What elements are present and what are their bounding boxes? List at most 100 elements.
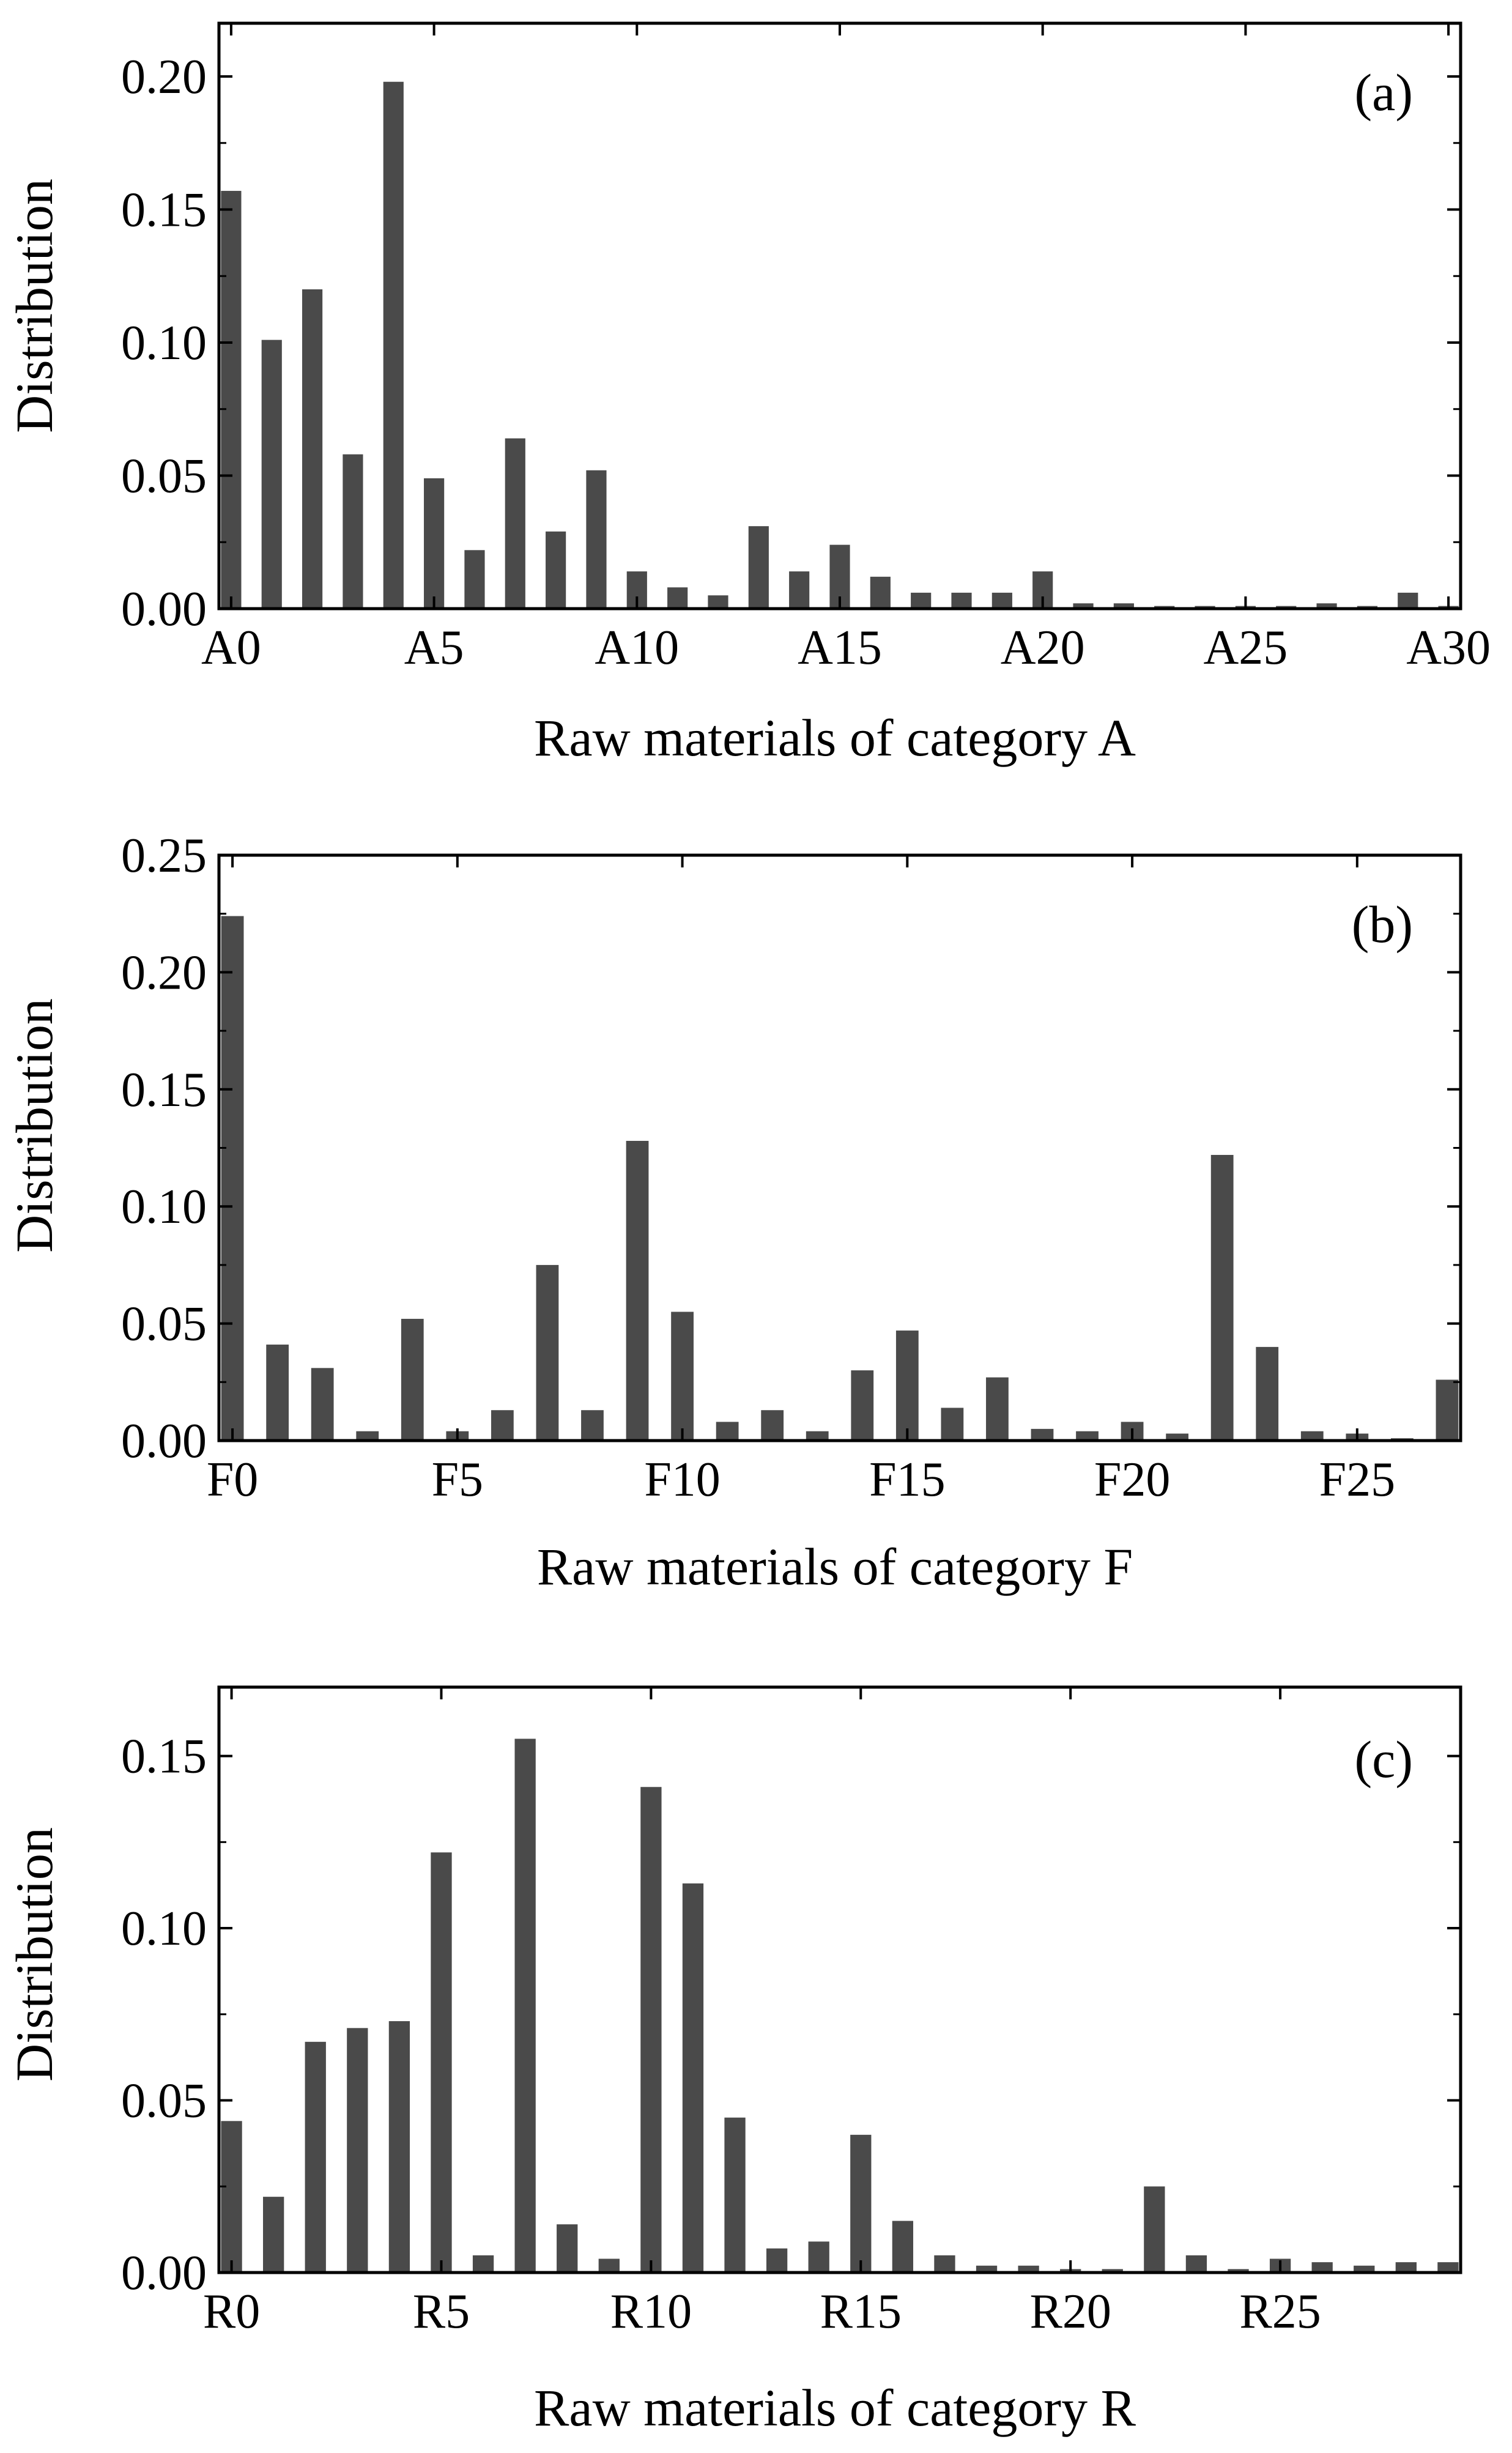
panel-c-bar-r11 — [682, 1883, 704, 2273]
panel-b-bar-f14 — [851, 1370, 874, 1441]
panel-b-xlabel: Raw materials of category F — [537, 1537, 1133, 1596]
panel-b-xtick-label: F25 — [1319, 1453, 1396, 1507]
panel-c-bar-r0 — [221, 2121, 242, 2273]
panel-b-frame — [217, 853, 1462, 1442]
panel-c-bar-r18 — [976, 2265, 998, 2273]
panel-b-xtick-label: F5 — [432, 1453, 484, 1507]
panel-b-xtick-label: F20 — [1094, 1453, 1171, 1507]
panel-a-bar-a18 — [951, 592, 972, 609]
panel-b-bar-f7 — [536, 1264, 559, 1441]
panel-c-ytick-label: 0.05 — [121, 2074, 207, 2128]
panel-b-xtick-label: F0 — [207, 1453, 259, 1507]
panel-a-xtick-label: A10 — [595, 621, 679, 675]
panel-c-bar-r2 — [305, 2041, 326, 2273]
panel-a-ytick-label: 0.15 — [121, 184, 207, 237]
panel-b-label: (b) — [1352, 895, 1413, 954]
panel-b-bar-f11 — [716, 1422, 739, 1441]
panel-b-ytick-label: 0.20 — [121, 946, 207, 1000]
panel-c-bar-r1 — [263, 2197, 284, 2273]
panel-a-frame — [217, 21, 1462, 610]
panel-a-bar-a2 — [302, 289, 323, 609]
panel-c-bar-r8 — [557, 2224, 578, 2273]
panel-c-ytick-label: 0.10 — [121, 1902, 207, 1956]
panel-b-bar-f9 — [626, 1141, 649, 1441]
panel-a-bar-a6 — [464, 550, 485, 609]
panel-a-xtick-label: A25 — [1204, 621, 1288, 675]
panel-a-xtick-label: A0 — [201, 621, 261, 675]
panel-c-bar-r27 — [1354, 2265, 1375, 2273]
panel-c-bar-r6 — [472, 2255, 494, 2273]
panel-a-bar-a21 — [1073, 603, 1094, 609]
panel-a-xtick-label: A5 — [404, 621, 464, 675]
panel-c-xtick-label: R25 — [1239, 2285, 1321, 2339]
panel-a-bar-a1 — [261, 340, 282, 609]
panel-a-bar-a8 — [546, 531, 566, 609]
panel-b-ytick-label: 0.15 — [121, 1063, 207, 1117]
panel-b-bar-f0 — [221, 916, 244, 1441]
panel-a-bar-a27 — [1316, 603, 1337, 609]
panel-a-bar-a29 — [1398, 592, 1418, 609]
panel-c-bar-r13 — [766, 2248, 788, 2273]
panel-a-bars — [221, 81, 1459, 609]
panel-c-bar-r19 — [1018, 2265, 1039, 2273]
panel-c-bars — [221, 1739, 1459, 2273]
panel-a-bar-a7 — [505, 438, 525, 609]
panel-a-ytick-label: 0.20 — [121, 50, 207, 104]
panel-b-bar-f17 — [986, 1377, 1009, 1441]
panel-c-xtick-label: R5 — [413, 2285, 470, 2339]
panel-a-xticks: A0 A5 A10 A15 A20 A25 A30 — [201, 23, 1491, 675]
panel-b-bar-f13 — [806, 1431, 829, 1441]
panel-c-bar-r22 — [1144, 2186, 1165, 2273]
panel-c-bar-r12 — [724, 2117, 746, 2273]
panel-b-bar-f12 — [761, 1410, 784, 1441]
panel-c-xticks: R0 R5 R10 R15 R20 R25 — [203, 1687, 1321, 2339]
panel-a-ytick-label: 0.10 — [121, 316, 207, 370]
panel-a-bar-a11 — [667, 587, 688, 609]
panel-b-bars — [221, 916, 1459, 1441]
panel-b-bar-f19 — [1076, 1431, 1099, 1441]
panel-c-xtick-label: R15 — [820, 2285, 902, 2339]
panel-b-bar-f15 — [895, 1330, 919, 1441]
panel-b-bar-f1 — [266, 1345, 289, 1441]
panel-b-bar-f10 — [671, 1312, 694, 1441]
panel-a-bar-a5 — [424, 478, 445, 609]
panel-a-bar-a19 — [991, 592, 1012, 609]
panel-c-bar-r10 — [640, 1787, 662, 2273]
panel-c-bar-r3 — [347, 2028, 368, 2273]
panel-b-bar-f22 — [1210, 1154, 1234, 1441]
panel-c-bar-r9 — [598, 2258, 620, 2273]
panel-b-bar-f21 — [1166, 1433, 1189, 1441]
panel-b-bar-f23 — [1256, 1346, 1279, 1441]
panel-b-bar-f2 — [311, 1368, 334, 1441]
panel-c-bar-r29 — [1437, 2262, 1459, 2273]
panel-a-ylabel: Distribution — [5, 179, 64, 433]
panel-c-bar-r7 — [514, 1739, 536, 2273]
panel-a-bar-a13 — [748, 526, 769, 609]
panel-a-bar-a3 — [343, 454, 363, 609]
panel-c-xtick-label: R10 — [610, 2285, 692, 2339]
panel-a-ytick-label: 0.00 — [121, 582, 207, 636]
panel-b: Distribution Raw materials of category F… — [5, 829, 1462, 1596]
panel-c-bar-r23 — [1185, 2255, 1207, 2273]
panel-a-ytick-label: 0.05 — [121, 450, 207, 503]
panel-c-yticks: 0.00 0.05 0.10 0.15 — [121, 1730, 1461, 2300]
panel-a-bar-a14 — [789, 571, 810, 609]
panel-a-bar-a0 — [221, 191, 242, 609]
panel-c-bar-r21 — [1102, 2269, 1123, 2273]
panel-c-bar-r4 — [388, 2021, 410, 2273]
panel-b-bar-f8 — [581, 1410, 604, 1441]
panel-b-bar-f16 — [941, 1408, 964, 1441]
panel-c-xtick-label: R0 — [203, 2285, 260, 2339]
panel-b-bar-f3 — [356, 1431, 379, 1441]
panel-c-bar-r5 — [431, 1852, 452, 2273]
panel-c-ytick-label: 0.00 — [121, 2246, 207, 2300]
panel-a-xtick-label: A20 — [1001, 621, 1085, 675]
panel-b-ytick-label: 0.10 — [121, 1180, 207, 1234]
panel-c-bar-r24 — [1228, 2269, 1249, 2273]
panel-a-label: (a) — [1355, 63, 1413, 122]
panel-c-ylabel: Distribution — [5, 1827, 64, 2082]
panel-a-xlabel: Raw materials of category A — [534, 708, 1136, 767]
panel-b-bar-f6 — [491, 1410, 514, 1441]
panel-b-ylabel: Distribution — [5, 998, 64, 1253]
panel-a-bar-a9 — [586, 470, 607, 609]
